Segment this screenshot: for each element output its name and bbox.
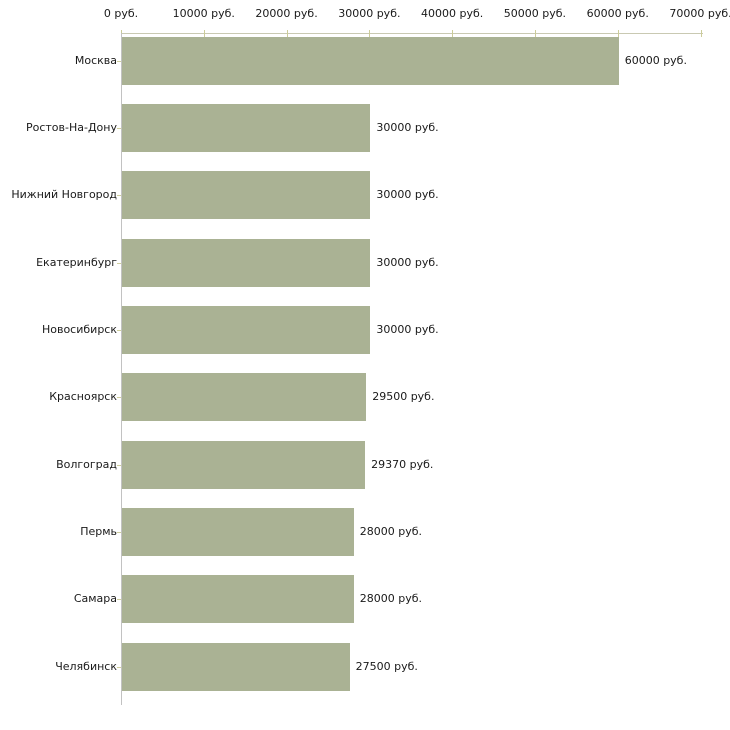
- bar: [122, 36, 619, 85]
- bar-value-label: 30000 руб.: [376, 322, 439, 336]
- x-axis-tick-label: 60000 руб.: [586, 7, 649, 20]
- bar: [122, 440, 366, 489]
- category-label: Челябинск: [55, 659, 117, 673]
- bar-value-label: 27500 руб.: [355, 659, 418, 673]
- bar: [122, 507, 354, 556]
- bar-value-label: 28000 руб.: [359, 524, 423, 538]
- x-axis-tick-label: 40000 руб.: [421, 7, 484, 20]
- bar: [122, 103, 371, 152]
- category-tick: [117, 599, 121, 601]
- bar-value-label: 28000 руб.: [359, 592, 423, 606]
- x-axis-tick-label: 70000 руб.: [669, 7, 730, 20]
- category-label: Самара: [73, 592, 117, 606]
- y-axis-line: [121, 33, 122, 705]
- bar: [122, 575, 354, 624]
- x-axis-tick: [700, 30, 702, 37]
- category-label: Ростов-На-Дону: [25, 120, 117, 134]
- bar-value-label: 60000 руб.: [624, 53, 687, 67]
- category-tick: [117, 397, 121, 399]
- category-tick: [117, 127, 121, 129]
- x-axis-tick: [286, 30, 288, 37]
- x-axis-tick: [534, 30, 536, 37]
- x-axis-tick-label: 10000 руб.: [172, 7, 235, 20]
- category-tick: [117, 329, 121, 331]
- bar: [122, 305, 371, 354]
- x-axis-tick-label: 50000 руб.: [503, 7, 567, 20]
- x-axis-tick: [203, 30, 205, 37]
- category-tick: [117, 195, 121, 197]
- x-axis-tick: [617, 30, 619, 37]
- category-label: Нижний Новгород: [11, 188, 117, 202]
- bar: [122, 373, 367, 422]
- category-label: Екатеринбург: [36, 255, 117, 269]
- bar-value-label: 29500 руб.: [372, 390, 435, 404]
- bar-value-label: 30000 руб.: [376, 120, 439, 134]
- x-axis-tick-label: 30000 руб.: [338, 7, 401, 20]
- x-axis-line: [121, 33, 703, 34]
- category-label: Новосибирск: [41, 322, 117, 336]
- x-axis-tick: [452, 30, 454, 37]
- bar-value-label: 29370 руб.: [371, 457, 434, 471]
- bar-value-label: 30000 руб.: [376, 255, 439, 269]
- category-label: Москва: [74, 53, 117, 67]
- category-tick: [117, 262, 121, 264]
- category-label: Волгоград: [56, 457, 117, 471]
- x-axis-tick: [369, 30, 371, 37]
- x-axis-tick-label: 0 руб.: [103, 7, 139, 20]
- bar-value-label: 30000 руб.: [376, 188, 439, 202]
- category-tick: [117, 464, 121, 466]
- category-label: Пермь: [80, 524, 117, 538]
- x-axis-tick-label: 20000 руб.: [255, 7, 318, 20]
- category-tick: [117, 531, 121, 533]
- bar: [122, 642, 350, 691]
- category-label: Красноярск: [49, 390, 117, 404]
- category-tick: [117, 666, 121, 668]
- category-tick: [117, 60, 121, 62]
- bar: [122, 171, 371, 220]
- bar: [122, 238, 371, 287]
